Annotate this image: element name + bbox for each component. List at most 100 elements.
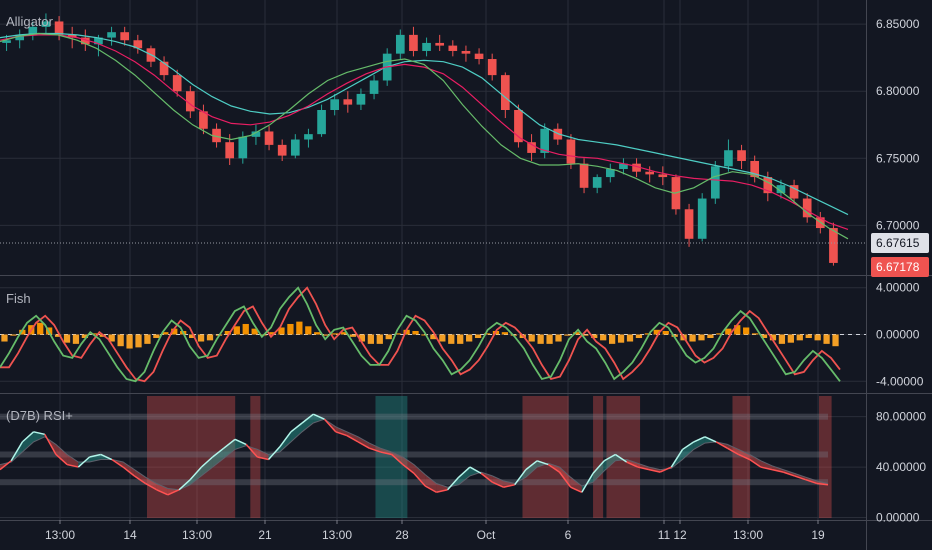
rsi-line-seg — [413, 472, 426, 487]
candle-body — [225, 142, 235, 159]
fish-hist-bar — [564, 334, 571, 336]
rsi-line-seg — [0, 460, 12, 471]
candle-body — [343, 99, 353, 105]
rsi-line-seg — [178, 479, 191, 491]
candle-body — [789, 185, 799, 199]
candle-body — [238, 136, 248, 159]
candle-body — [737, 150, 746, 161]
rsi-line-seg — [514, 469, 527, 486]
rsi-line-seg — [536, 460, 549, 466]
fish-hist-bar — [751, 333, 759, 335]
rsi-fill — [212, 448, 224, 468]
rsi-fill — [234, 439, 247, 450]
alligator-line — [0, 32, 849, 216]
time-tick-label: 12 — [673, 528, 687, 542]
time-tick-label: Oct — [477, 528, 496, 542]
rsi-line-seg — [245, 443, 258, 458]
candle-body — [251, 131, 261, 137]
candle-body — [54, 21, 64, 35]
rsi-fill — [313, 414, 325, 423]
time-tick-label: 21 — [258, 528, 272, 542]
fish-hist-bar — [769, 334, 777, 341]
fish-hist-bar — [474, 334, 482, 339]
price-tick-label: 0.00000 — [876, 510, 920, 524]
candle-body — [487, 59, 497, 76]
candle-body — [619, 163, 628, 170]
panel-title-alligator: Alligator — [6, 14, 54, 29]
alligator-line — [0, 34, 849, 230]
rsi-band — [0, 479, 828, 486]
rsi-line-seg — [749, 458, 762, 468]
rsi-fill — [604, 454, 616, 471]
fish-hist-bar — [278, 327, 285, 335]
rsi-line-seg — [682, 441, 695, 451]
fish-hist-bar — [412, 330, 419, 335]
time-axis[interactable]: 13:00 14 13:00 21 13:00 28 Oct 6 11 12 13:00 19 — [45, 520, 825, 542]
rsi-line-seg — [726, 447, 739, 456]
rsi-fill — [290, 422, 303, 442]
fish-hist-bar — [582, 334, 589, 336]
rsi-fill — [123, 462, 135, 476]
fish-panel[interactable] — [0, 286, 866, 383]
rsi-fill — [302, 414, 314, 432]
candle-body — [159, 61, 169, 76]
candle-body — [645, 171, 655, 175]
rsi-fill — [492, 475, 504, 488]
candle-body — [697, 198, 707, 239]
rsi-fill — [693, 436, 705, 450]
alligator-panel[interactable] — [0, 13, 866, 266]
rsi-line-seg — [436, 489, 448, 494]
fish-hist-bar — [340, 332, 348, 335]
fish-hist-bar — [689, 334, 696, 342]
price-tick-label: -4.00000 — [876, 374, 924, 388]
rsi-line-seg — [122, 466, 135, 477]
fish-hist-bar — [796, 334, 803, 341]
fish-hist-bar — [153, 334, 160, 339]
candle-body — [592, 177, 602, 188]
rsi-line-seg — [525, 460, 538, 471]
candle-body — [724, 150, 733, 167]
rsi-line-seg — [458, 466, 471, 478]
rsi-fill — [223, 439, 235, 459]
rsi-line-seg — [369, 447, 381, 453]
fish-hist-bar — [805, 334, 812, 339]
candle-body — [212, 128, 221, 143]
rsi-fill — [425, 474, 437, 493]
rsi-fill — [682, 441, 694, 460]
candle-body — [579, 163, 589, 188]
rsi-line-seg — [380, 451, 392, 456]
time-tick-label: 13:00 — [45, 528, 75, 542]
rsi-line-seg — [312, 413, 325, 420]
candle-body — [199, 111, 208, 129]
rsi-zone — [732, 396, 751, 518]
fish-hist-bar — [358, 334, 366, 342]
price-tick-label: 40.00000 — [876, 460, 926, 474]
candle-body — [317, 110, 326, 135]
price-tick-label: 6.85000 — [876, 17, 920, 31]
fish-hist-bar — [555, 334, 562, 342]
candle-body — [632, 163, 641, 172]
rsi-line-seg — [592, 460, 605, 474]
rsi-line-seg — [189, 466, 202, 481]
rsi-zone — [593, 396, 604, 518]
rsi-panel[interactable] — [0, 396, 832, 518]
fish-hist-bar — [573, 332, 580, 335]
price-tick-label: 6.75000 — [876, 151, 920, 165]
rsi-line-seg — [212, 447, 225, 458]
rsi-line-seg — [715, 441, 728, 449]
rsi-line-seg — [670, 449, 684, 468]
candle-body — [41, 21, 51, 27]
candle-body — [94, 37, 103, 45]
fish-hist-bar — [323, 334, 330, 336]
candle-body — [120, 32, 130, 41]
candle-body — [330, 99, 340, 110]
time-tick-label: 13:00 — [322, 528, 352, 542]
rsi-line-seg — [33, 431, 45, 436]
fish-hist-bar — [189, 334, 196, 339]
price-axis[interactable]: 6.85000 6.80000 6.75000 6.70000 4.00000 0.000… — [866, 0, 930, 550]
rsi-line-seg — [547, 463, 560, 473]
candle-body — [658, 174, 668, 178]
fish-hist-bar — [448, 334, 455, 344]
rsi-band — [0, 451, 828, 458]
fish-hist-bar — [457, 334, 464, 344]
